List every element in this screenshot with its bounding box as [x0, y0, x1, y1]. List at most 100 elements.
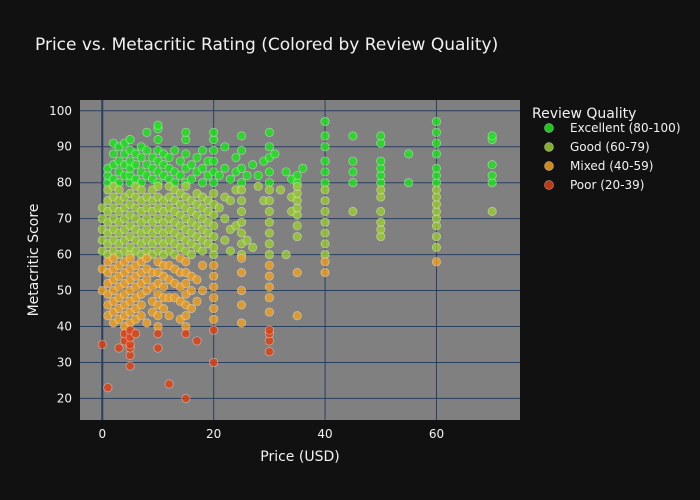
y-tick-label: 90 [57, 140, 72, 154]
data-point [320, 156, 330, 166]
data-point [292, 181, 302, 191]
data-point [320, 217, 330, 227]
data-point [209, 210, 219, 220]
data-point [209, 260, 219, 270]
tick-labels: 20 30 40 50 60 70 80 90 100 0 20 40 60 [49, 104, 444, 441]
series-3 [97, 325, 274, 403]
legend-item[interactable]: Excellent (80-100) [544, 121, 681, 135]
data-point [181, 149, 191, 159]
data-point [192, 296, 202, 306]
legend: Review Quality Excellent (80-100) Good (6… [532, 106, 681, 192]
data-point [264, 347, 274, 357]
data-point [181, 329, 191, 339]
data-point [164, 379, 174, 389]
data-point [164, 152, 174, 163]
data-point [487, 131, 497, 141]
legend-marker [544, 161, 554, 171]
data-point [270, 149, 280, 159]
data-point [225, 174, 235, 184]
data-point [320, 185, 330, 195]
data-point [125, 361, 135, 371]
data-point [209, 282, 219, 292]
legend-label: Good (60-79) [570, 140, 650, 154]
legend-label: Mixed (40-59) [570, 159, 653, 173]
data-point [181, 278, 191, 288]
data-point [209, 178, 219, 188]
data-point [348, 178, 358, 188]
data-point [487, 170, 497, 181]
data-point [376, 206, 386, 217]
data-point [281, 250, 291, 260]
data-point [292, 232, 302, 242]
data-point [264, 282, 274, 292]
data-point [209, 127, 219, 137]
data-point [108, 253, 118, 263]
data-point [264, 206, 274, 217]
data-point [431, 117, 442, 127]
data-point [236, 196, 247, 206]
data-point [264, 239, 274, 249]
data-point [209, 156, 219, 166]
data-point [236, 145, 247, 155]
legend-item[interactable]: Mixed (40-59) [544, 159, 654, 173]
data-point [197, 246, 208, 256]
legend-item[interactable]: Poor (20-39) [544, 178, 645, 192]
data-point [376, 156, 386, 166]
data-point [248, 242, 258, 252]
y-tick-label: 20 [57, 391, 72, 405]
data-point [142, 145, 152, 155]
data-point [264, 271, 274, 281]
y-tick-label: 50 [57, 284, 72, 298]
data-point [220, 142, 230, 152]
data-point [186, 303, 196, 314]
data-point [236, 318, 247, 328]
data-point [153, 311, 163, 321]
y-tick-label: 80 [57, 176, 72, 190]
data-point [158, 303, 169, 314]
y-axis-title: Metacritic Score [26, 204, 42, 317]
data-point [253, 181, 263, 191]
data-point [209, 221, 219, 231]
data-point [236, 286, 247, 296]
data-point [431, 185, 442, 195]
data-point [114, 185, 124, 195]
data-point [320, 239, 330, 249]
data-point [197, 286, 208, 296]
data-point [103, 383, 113, 393]
data-point [487, 206, 497, 217]
data-point [175, 170, 185, 181]
data-point [209, 293, 219, 303]
data-point [298, 163, 308, 173]
data-point [320, 167, 330, 177]
data-point [404, 178, 414, 188]
data-point [142, 318, 152, 328]
data-point [320, 268, 330, 278]
data-point [404, 149, 414, 159]
data-point [348, 206, 358, 217]
chart-title: Price vs. Metacritic Rating (Colored by … [35, 35, 498, 55]
data-point [153, 343, 163, 353]
data-point [153, 181, 163, 191]
data-point [376, 131, 386, 141]
data-point [264, 185, 274, 195]
data-point [220, 235, 230, 245]
data-point [181, 311, 191, 321]
data-point [264, 196, 274, 206]
data-point [236, 268, 247, 278]
data-point [214, 203, 224, 213]
data-point [220, 214, 230, 224]
data-point [186, 160, 196, 170]
legend-item[interactable]: Good (60-79) [544, 140, 650, 154]
data-point [125, 253, 135, 263]
data-point [209, 303, 219, 314]
x-tick-label: 40 [317, 427, 332, 441]
data-point [431, 149, 442, 159]
data-point [170, 145, 180, 155]
data-point [264, 127, 274, 137]
data-point [236, 185, 247, 195]
y-tick-label: 70 [57, 212, 72, 226]
data-point [197, 163, 208, 173]
data-point [186, 174, 196, 184]
data-point [197, 178, 208, 188]
data-point [376, 217, 386, 227]
